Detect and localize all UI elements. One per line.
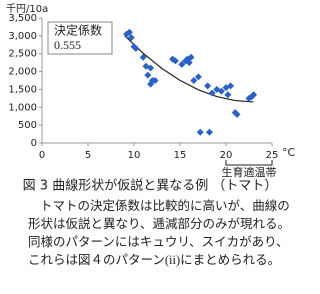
- data-point: [127, 34, 135, 42]
- x-tick-label: 0: [39, 150, 45, 161]
- annotation-box: [47, 21, 113, 55]
- data-point: [208, 89, 216, 97]
- x-tick-label: 20: [220, 150, 233, 161]
- annotation-label: 決定係数: [54, 23, 102, 38]
- body-line: トマトの決定係数は比較的に高いが、曲線の: [40, 198, 290, 213]
- data-point: [144, 71, 152, 79]
- x-tick-label: 5: [85, 150, 91, 161]
- data-point: [204, 82, 212, 90]
- y-tick-label: 500: [18, 120, 37, 131]
- x-tick-label: 10: [128, 150, 141, 161]
- y-axis-label: 千円/10a: [6, 3, 48, 15]
- data-point: [205, 128, 213, 136]
- annotation-value: 0.555: [54, 38, 81, 52]
- caption: 図 3 曲線形状が仮説と異なる例 （トマト）: [23, 178, 278, 194]
- x-tick-label: 25: [266, 150, 279, 161]
- y-tick-label: 1,000: [8, 102, 37, 113]
- data-point: [125, 28, 133, 36]
- data-point: [196, 128, 204, 136]
- data-point: [147, 64, 155, 72]
- body-line: これらは図４のパターン(ii)にまとめられる。: [28, 253, 280, 267]
- figure: 千円/10a 決定係数 0.555 °C 図 3 曲線形状が仮説と異なる例 （ト…: [6, 3, 296, 267]
- body-line: 同様のパターンにはキュウリ、スイカがあり、: [28, 234, 289, 249]
- trend-line: [124, 35, 254, 103]
- data-point: [139, 53, 147, 61]
- data-point: [185, 59, 193, 67]
- band-bracket: [225, 160, 273, 166]
- data-point: [250, 91, 258, 99]
- data-point: [147, 80, 155, 88]
- data-point: [224, 91, 232, 99]
- y-tick-label: 1,500: [8, 84, 37, 95]
- data-point: [194, 73, 202, 81]
- x-unit: °C: [282, 146, 296, 159]
- band-label: 生育適温帯: [222, 165, 277, 179]
- data-point: [151, 77, 159, 84]
- y-tick-label: 2,000: [8, 67, 37, 78]
- data-point: [190, 77, 198, 84]
- data-point: [227, 82, 235, 90]
- data-point: [171, 57, 179, 65]
- data-point: [187, 53, 195, 61]
- data-point: [178, 60, 186, 68]
- x-tick-label: 15: [174, 150, 187, 161]
- y-tick-label: 0: [31, 138, 37, 149]
- y-tick-label: 3,500: [8, 13, 37, 24]
- data-point: [132, 44, 140, 52]
- body-line: 形状は仮説と異なり、逓減部分のみが現れる。: [28, 216, 290, 231]
- data-point: [233, 110, 241, 118]
- page: {"chart_data": {"type": "scatter", "y_la…: [6, 3, 296, 267]
- data-point: [217, 87, 225, 95]
- y-tick-label: 2,500: [8, 49, 37, 60]
- y-tick-label: 3,000: [8, 31, 37, 42]
